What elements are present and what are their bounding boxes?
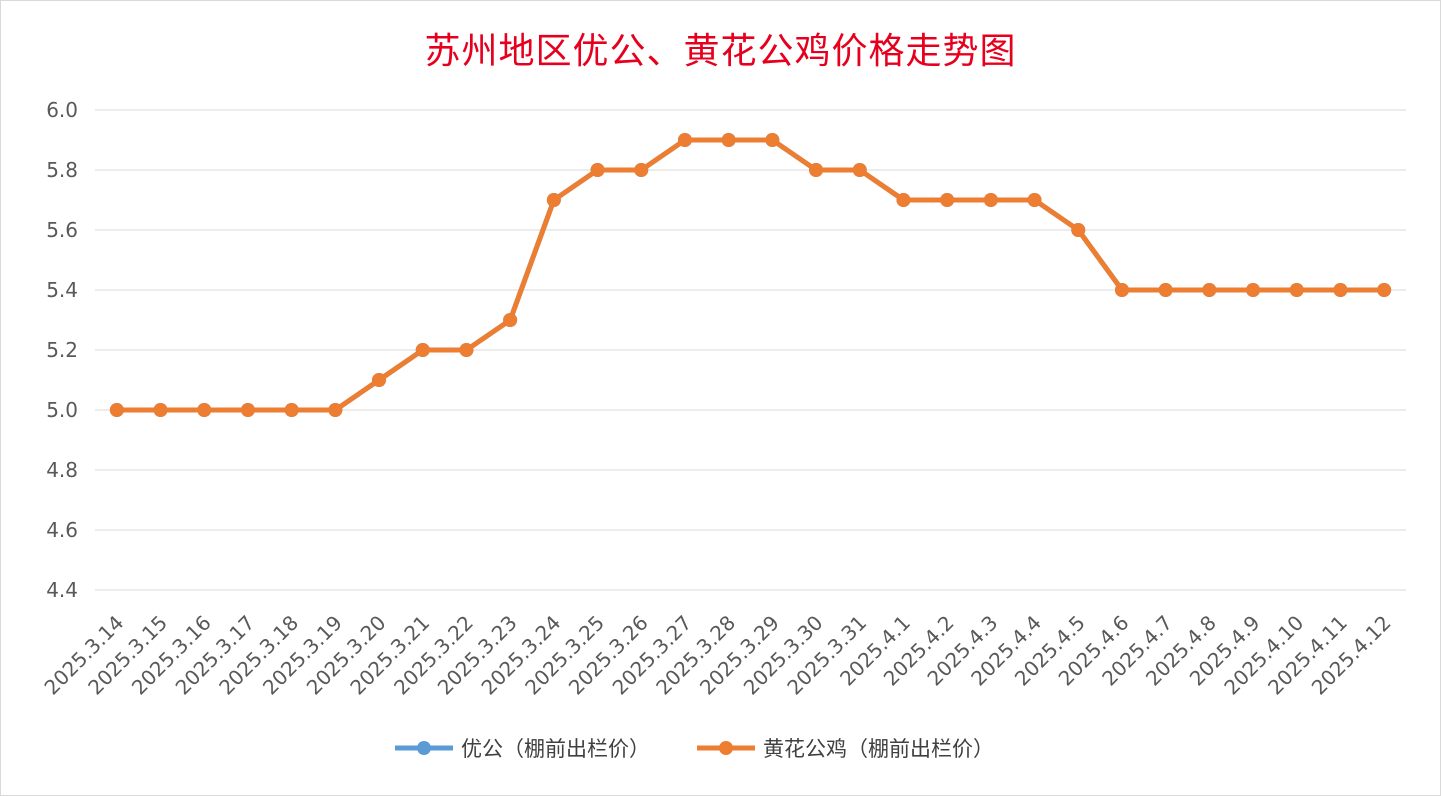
data-point (634, 163, 649, 177)
data-point (721, 133, 736, 147)
data-point (197, 403, 212, 417)
series-layer (109, 133, 1392, 417)
legend-item-0: 优公（棚前出栏价） (395, 737, 650, 761)
data-point (1114, 283, 1129, 297)
y-tick-label: 4.6 (46, 518, 78, 542)
y-tick-label: 4.8 (46, 458, 78, 482)
data-point (852, 163, 867, 177)
y-tick-label: 4.4 (46, 578, 78, 602)
legend-label: 黄花公鸡（棚前出栏价） (763, 737, 994, 761)
y-axis-ticks: 4.4 4.6 4.8 5.0 5.2 5.4 5.6 5.8 6.0 (46, 98, 78, 602)
x-axis-ticks: 2025.3.142025.3.152025.3.162025.3.172025… (39, 611, 1395, 700)
y-tick-label: 5.6 (46, 218, 78, 242)
series-line (114, 137, 1387, 413)
legend-item-1: 黄花公鸡（棚前出栏价） (697, 737, 994, 761)
y-tick-label: 5.2 (46, 338, 78, 362)
data-point (109, 403, 124, 417)
legend-swatch-marker (719, 741, 733, 755)
data-point (677, 133, 692, 147)
data-point (590, 163, 605, 177)
data-point (284, 403, 299, 417)
data-point (415, 343, 430, 357)
data-point (809, 163, 824, 177)
data-point (240, 403, 255, 417)
data-point (1027, 193, 1042, 207)
data-point (1246, 283, 1261, 297)
data-point (983, 193, 998, 207)
data-point (765, 133, 780, 147)
gridlines (95, 109, 1406, 591)
y-tick-label: 5.8 (46, 158, 78, 182)
legend: 优公（棚前出栏价） 黄花公鸡（棚前出栏价） (395, 737, 994, 761)
data-point (372, 373, 387, 387)
data-point (503, 313, 518, 327)
data-point (153, 403, 168, 417)
y-tick-label: 6.0 (46, 98, 78, 122)
data-point (1158, 283, 1173, 297)
data-point (1289, 283, 1304, 297)
data-point (940, 193, 955, 207)
series-0 (109, 133, 1392, 417)
data-point (1377, 283, 1392, 297)
legend-swatch-marker (417, 741, 431, 755)
chart-title: 苏州地区优公、黄花公鸡价格走势图 (424, 31, 1017, 72)
legend-label: 优公（棚前出栏价） (461, 737, 650, 761)
data-point (546, 193, 561, 207)
data-point (896, 193, 911, 207)
series-line (114, 137, 1387, 413)
data-point (1333, 283, 1348, 297)
data-point (1202, 283, 1217, 297)
series-1 (109, 133, 1392, 417)
data-point (328, 403, 343, 417)
data-point (459, 343, 474, 357)
y-tick-label: 5.0 (46, 398, 78, 422)
data-point (1071, 223, 1086, 237)
y-tick-label: 5.4 (46, 278, 78, 302)
